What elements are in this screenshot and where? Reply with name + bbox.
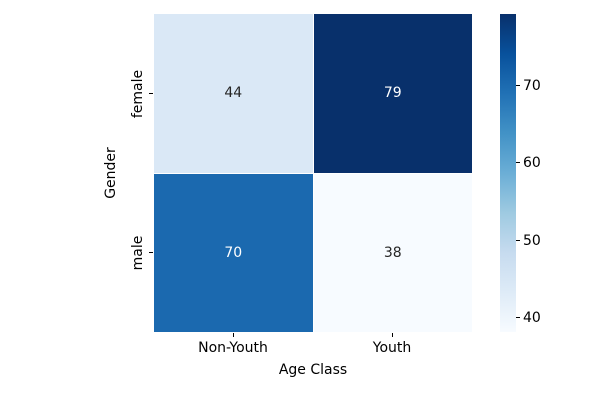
colorbar-tick-mark-50 [516,240,520,241]
x-tick-mark-youth [392,333,393,337]
x-tick-label-youth: Youth [372,340,412,356]
heatmap-cell-female-youth: 79 [313,14,472,173]
y-tick-mark-male [149,252,153,253]
heatmap-plot-area: 44 79 70 38 [154,14,472,332]
heatmap-cell-male-youth: 38 [313,173,472,332]
colorbar-tick-mark-60 [516,162,520,163]
colorbar-tick-label-50: 50 [523,233,541,249]
x-tick-mark-nonyouth [233,333,234,337]
colorbar-tick-mark-40 [516,317,520,318]
colorbar-tick-label-60: 60 [523,155,541,171]
y-axis-label: Gender [103,147,119,199]
x-tick-label-nonyouth: Non-Youth [198,340,268,356]
colorbar-tick-mark-70 [516,85,520,86]
y-tick-mark-female [149,93,153,94]
y-tick-label-male: male [130,235,146,271]
colorbar-tick-label-40: 40 [523,310,541,326]
colorbar-tick-label-70: 70 [523,78,541,94]
y-tick-label-female: female [130,69,146,119]
x-axis-label: Age Class [278,362,348,378]
heatmap-cell-male-nonyouth: 70 [154,173,313,332]
colorbar [500,14,516,332]
heatmap-cell-female-nonyouth: 44 [154,14,313,173]
